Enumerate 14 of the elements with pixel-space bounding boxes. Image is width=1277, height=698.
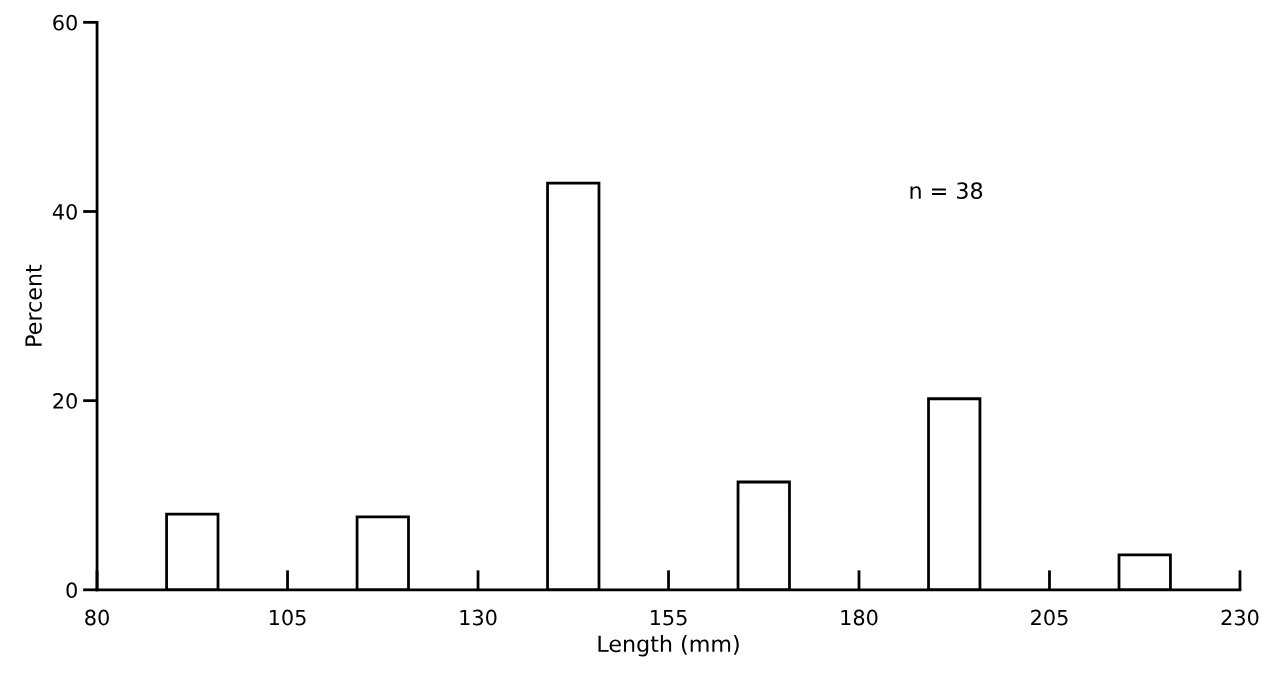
x-axis-title: Length (mm)	[598, 634, 739, 657]
x-tick-label: 80	[85, 609, 109, 626]
y-tick-label: 20	[53, 393, 77, 409]
x-tick-label: 155	[650, 609, 687, 626]
x-tick-label: 180	[841, 609, 878, 626]
y-axis-title: Percent	[25, 264, 42, 346]
x-tick-label: 105	[269, 609, 306, 626]
y-tick-label: 0	[66, 582, 77, 599]
y-tick-label: 60	[53, 14, 77, 31]
x-tick-label: 205	[1031, 609, 1068, 626]
annotation: n = 38	[910, 182, 983, 200]
y-tick-label: 40	[52, 203, 77, 220]
x-tick-label: 230	[1221, 609, 1259, 626]
x-tick-label: 130	[460, 609, 497, 626]
